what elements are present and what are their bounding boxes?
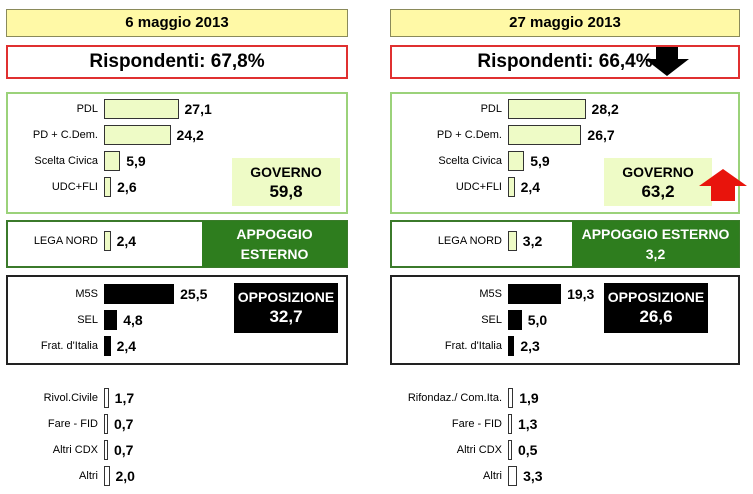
category-label: LEGA NORD bbox=[437, 235, 502, 247]
data-label: 24,2 bbox=[176, 127, 204, 143]
data-label: 27,1 bbox=[184, 101, 212, 117]
data-label: 0,7 bbox=[114, 442, 134, 458]
data-label: 28,2 bbox=[591, 101, 619, 117]
bar bbox=[508, 440, 512, 460]
bar bbox=[104, 99, 179, 119]
governo-summary: GOVERNO 59,8 bbox=[232, 158, 340, 206]
bar bbox=[104, 231, 111, 251]
data-label: 2,4 bbox=[116, 338, 137, 354]
arrow-down-icon bbox=[645, 47, 689, 76]
data-label: 5,9 bbox=[126, 153, 146, 169]
respondents-label: Rispondenti: 67,8% bbox=[89, 51, 265, 72]
category-label: Frat. d'Italia bbox=[40, 340, 98, 352]
bar bbox=[508, 284, 562, 304]
respondents-label: Rispondenti: 66,4% bbox=[477, 51, 653, 72]
bar bbox=[104, 284, 175, 304]
bar bbox=[104, 466, 110, 486]
opposizione-summary: OPPOSIZIONE 26,6 bbox=[604, 283, 708, 333]
bar bbox=[104, 310, 118, 330]
data-label: 2,4 bbox=[520, 179, 541, 195]
data-label: 0,5 bbox=[518, 442, 538, 458]
opposizione-label: OPPOSIZIONE bbox=[607, 289, 705, 305]
respondents-box: Rispondenti: 66,4% bbox=[390, 45, 740, 79]
data-label: 2,0 bbox=[115, 468, 135, 484]
bar bbox=[508, 231, 517, 251]
category-label: Altri CDX bbox=[52, 444, 98, 456]
bar bbox=[508, 177, 515, 197]
bar bbox=[508, 414, 512, 434]
data-label: 0,7 bbox=[114, 416, 134, 432]
category-label: SEL bbox=[481, 314, 502, 326]
category-label: Rifondaz./ Com.Ita. bbox=[407, 392, 502, 404]
governo-total: 63,2 bbox=[641, 182, 675, 201]
governo-summary: GOVERNO 63,2 bbox=[604, 158, 712, 206]
category-label: Rivol.Civile bbox=[43, 392, 98, 404]
bar bbox=[508, 336, 515, 356]
category-label: UDC+FLI bbox=[455, 181, 502, 193]
bar bbox=[104, 388, 109, 408]
data-label: 5,0 bbox=[527, 312, 548, 328]
data-label: 4,8 bbox=[123, 312, 143, 328]
category-label: Fare - FID bbox=[451, 418, 502, 430]
bar bbox=[104, 414, 108, 434]
category-label: PD + C.Dem. bbox=[436, 129, 502, 141]
appoggio-label: APPOGGIO ESTERNO bbox=[236, 226, 313, 262]
data-label: 26,7 bbox=[587, 127, 615, 143]
appoggio-label: APPOGGIO ESTERNO bbox=[581, 226, 730, 242]
governo-label: GOVERNO bbox=[250, 164, 322, 180]
bar bbox=[104, 440, 108, 460]
data-label: 1,3 bbox=[518, 416, 538, 432]
data-label: 1,7 bbox=[114, 390, 135, 406]
category-label: PDL bbox=[480, 103, 502, 115]
data-label: 1,9 bbox=[519, 390, 539, 406]
category-label: Fare - FID bbox=[47, 418, 98, 430]
data-label: 3,3 bbox=[523, 468, 543, 484]
data-label: 5,9 bbox=[530, 153, 550, 169]
category-label: M5S bbox=[479, 288, 502, 300]
bar bbox=[104, 151, 121, 171]
category-label: PD + C.Dem. bbox=[32, 129, 98, 141]
bar bbox=[508, 99, 586, 119]
opposizione-label: OPPOSIZIONE bbox=[237, 289, 335, 305]
opposizione-total: 26,6 bbox=[639, 307, 673, 326]
appoggio-summary: APPOGGIO ESTERNO 3,2 bbox=[572, 221, 739, 267]
respondents-box: Rispondenti: 67,8% bbox=[6, 45, 348, 79]
appoggio-total: 3,2 bbox=[645, 246, 666, 262]
category-label: Altri bbox=[79, 470, 98, 482]
opposizione-summary: OPPOSIZIONE 32,7 bbox=[234, 283, 338, 333]
bar bbox=[104, 177, 112, 197]
bar bbox=[508, 125, 582, 145]
category-label: SEL bbox=[77, 314, 98, 326]
bar bbox=[508, 151, 525, 171]
bar bbox=[508, 466, 518, 486]
data-label: 2,6 bbox=[117, 179, 137, 195]
category-label: M5S bbox=[75, 288, 98, 300]
category-label: Frat. d'Italia bbox=[444, 340, 502, 352]
category-label: Altri CDX bbox=[456, 444, 502, 456]
category-label: UDC+FLI bbox=[51, 181, 98, 193]
date-header: 27 maggio 2013 bbox=[390, 9, 740, 37]
category-label: Scelta Civica bbox=[438, 155, 502, 167]
governo-total: 59,8 bbox=[269, 182, 303, 201]
data-label: 2,3 bbox=[520, 338, 540, 354]
bar bbox=[508, 310, 522, 330]
poll-panel: 6 maggio 2013 Rispondenti: 67,8% PDL 27,1 PD… bbox=[6, 0, 348, 494]
data-label: 2,4 bbox=[116, 233, 137, 249]
poll-panel: 27 maggio 2013 Rispondenti: 66,4% PDL 28,2 P… bbox=[390, 0, 747, 494]
data-label: 19,3 bbox=[567, 286, 595, 302]
date-header: 6 maggio 2013 bbox=[6, 9, 348, 37]
data-label: 3,2 bbox=[522, 233, 543, 249]
bar bbox=[508, 388, 514, 408]
bar bbox=[104, 336, 111, 356]
bar bbox=[104, 125, 171, 145]
appoggio-summary: APPOGGIO ESTERNO 2,4 bbox=[202, 221, 347, 282]
arrow-up-icon bbox=[699, 169, 747, 201]
data-label: 25,5 bbox=[180, 286, 208, 302]
category-label: Altri bbox=[483, 470, 502, 482]
category-label: Scelta Civica bbox=[34, 155, 98, 167]
category-label: LEGA NORD bbox=[33, 235, 98, 247]
opposizione-total: 32,7 bbox=[269, 307, 303, 326]
category-label: PDL bbox=[76, 103, 98, 115]
governo-label: GOVERNO bbox=[622, 164, 694, 180]
